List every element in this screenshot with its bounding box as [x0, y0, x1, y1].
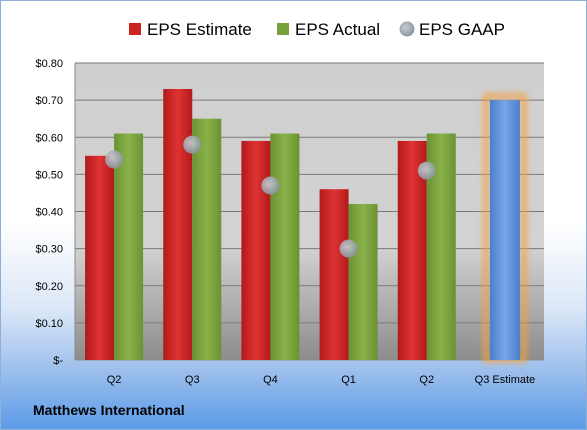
- bar-eps-actual: [270, 133, 300, 360]
- marker-eps-gaap: [261, 176, 280, 195]
- marker-eps-gaap: [417, 161, 436, 180]
- legend-label: EPS Estimate: [147, 20, 252, 39]
- bar-eps-actual: [348, 204, 378, 360]
- bar-eps-estimate: [85, 155, 115, 360]
- marker-eps-gaap: [105, 150, 124, 169]
- x-tick-label: Q4: [263, 374, 278, 386]
- legend-swatch: [277, 23, 289, 35]
- legend-swatch: [129, 23, 141, 35]
- bar-eps-estimate: [319, 189, 349, 360]
- legend-label: EPS GAAP: [419, 20, 505, 39]
- x-tick-label: Q2: [419, 374, 434, 386]
- bar-eps-estimate: [241, 140, 271, 360]
- y-tick-label: $0.20: [35, 281, 63, 293]
- company-name: Matthews International: [33, 402, 185, 418]
- x-tick-label: Q3 Estimate: [475, 374, 536, 386]
- x-tick-label: Q1: [341, 374, 356, 386]
- y-tick-label: $0.70: [35, 95, 63, 107]
- bar-q3-estimate: [489, 100, 520, 360]
- marker-eps-gaap: [183, 135, 202, 154]
- legend-label: EPS Actual: [295, 20, 380, 39]
- y-tick-label: $0.60: [35, 132, 63, 144]
- y-tick-label: $0.30: [35, 244, 63, 256]
- marker-eps-gaap: [339, 239, 358, 258]
- x-tick-label: Q2: [107, 374, 122, 386]
- y-tick-label: $0.50: [35, 169, 63, 181]
- bar-eps-actual: [114, 133, 144, 360]
- y-tick-label: $0.10: [35, 318, 63, 330]
- bar-eps-estimate: [163, 88, 193, 361]
- y-tick-label: $0.80: [35, 58, 63, 70]
- x-tick-label: Q3: [185, 374, 200, 386]
- y-tick-label: $0.40: [35, 207, 63, 219]
- bar-eps-actual: [192, 118, 222, 360]
- y-tick-label: $-: [53, 355, 63, 367]
- legend-swatch: [399, 21, 415, 37]
